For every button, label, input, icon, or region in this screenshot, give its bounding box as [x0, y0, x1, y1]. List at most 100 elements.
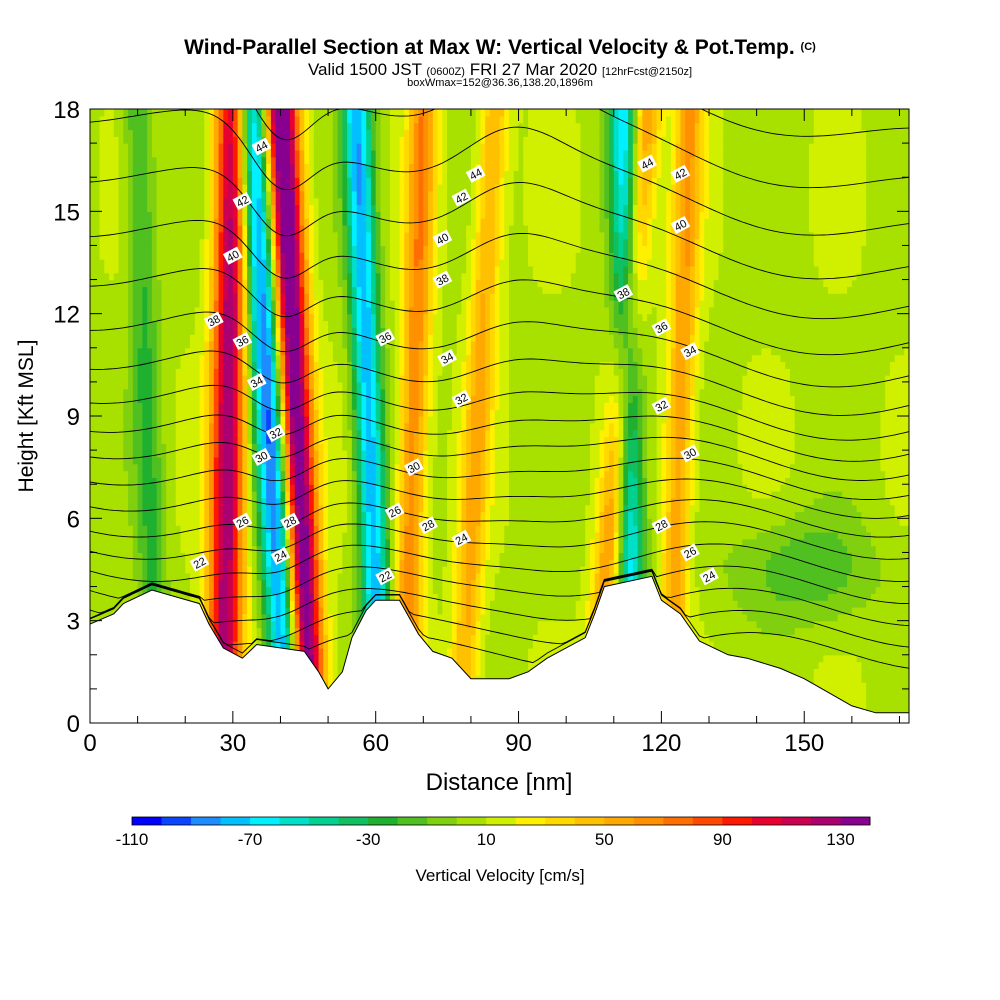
- velocity-cell: [94, 572, 101, 581]
- velocity-cell: [242, 265, 248, 274]
- velocity-cell: [261, 504, 267, 513]
- velocity-cell: [118, 497, 124, 506]
- velocity-cell: [323, 136, 329, 144]
- velocity-cell: [323, 279, 329, 287]
- velocity-cell: [237, 443, 243, 451]
- velocity-cell: [228, 224, 234, 233]
- velocity-cell: [104, 184, 110, 192]
- velocity-cell: [309, 634, 315, 642]
- velocity-cell: [166, 552, 172, 560]
- velocity-cell: [304, 272, 310, 281]
- velocity-cell: [247, 224, 253, 233]
- velocity-cell: [99, 497, 105, 506]
- velocity-cell: [318, 402, 324, 410]
- velocity-cell: [185, 177, 191, 185]
- velocity-cell: [280, 443, 286, 451]
- velocity-cell: [132, 143, 139, 151]
- velocity-cell: [199, 340, 205, 349]
- velocity-cell: [270, 170, 277, 178]
- velocity-cell: [94, 395, 101, 403]
- velocity-cell: [323, 593, 329, 601]
- velocity-cell: [313, 190, 320, 199]
- velocity-cell: [113, 231, 120, 240]
- velocity-cell: [109, 361, 115, 369]
- velocity-cell: [109, 122, 115, 131]
- velocity-cell: [232, 375, 239, 383]
- velocity-cell: [175, 579, 182, 588]
- velocity-cell: [323, 579, 329, 588]
- velocity-cell: [99, 265, 105, 274]
- velocity-cell: [185, 572, 191, 581]
- velocity-cell: [99, 368, 105, 376]
- velocity-cell: [99, 552, 105, 560]
- velocity-cell: [204, 375, 210, 383]
- velocity-cell: [289, 218, 296, 226]
- velocity-cell: [289, 238, 296, 247]
- velocity-cell: [351, 491, 358, 499]
- velocity-cell: [132, 484, 139, 492]
- velocity-cell: [118, 259, 124, 267]
- velocity-cell: [128, 231, 134, 240]
- velocity-cell: [194, 300, 201, 308]
- velocity-cell: [347, 511, 353, 519]
- velocity-cell: [175, 566, 182, 574]
- velocity-cell: [128, 388, 134, 397]
- velocity-cell: [309, 313, 315, 322]
- velocity-cell: [161, 306, 167, 315]
- velocity-cell: [294, 388, 301, 397]
- velocity-cell: [309, 600, 315, 608]
- velocity-cell: [289, 402, 296, 410]
- velocity-cell: [232, 293, 239, 301]
- velocity-cell: [175, 143, 182, 151]
- velocity-cell: [294, 197, 301, 206]
- velocity-cell: [175, 470, 182, 478]
- velocity-cell: [237, 463, 243, 472]
- velocity-cell: [223, 156, 229, 165]
- velocity-cell: [237, 572, 243, 581]
- velocity-cell: [256, 109, 263, 117]
- velocity-cell: [180, 313, 186, 322]
- velocity-cell: [156, 313, 163, 322]
- velocity-cell: [151, 531, 158, 540]
- velocity-cell: [109, 566, 115, 574]
- velocity-cell: [237, 115, 243, 124]
- velocity-cell: [104, 190, 110, 199]
- velocity-cell: [294, 497, 301, 506]
- velocity-cell: [142, 197, 148, 206]
- velocity-cell: [232, 579, 239, 588]
- velocity-cell: [204, 218, 210, 226]
- velocity-cell: [156, 477, 163, 485]
- velocity-cell: [94, 422, 101, 431]
- velocity-cell: [304, 136, 310, 144]
- velocity-cell: [189, 525, 196, 533]
- velocity-cell: [328, 641, 334, 649]
- velocity-cell: [323, 252, 329, 260]
- velocity-cell: [328, 286, 334, 294]
- velocity-cell: [166, 300, 172, 308]
- velocity-cell: [170, 525, 177, 533]
- velocity-cell: [175, 436, 182, 444]
- velocity-cell: [175, 340, 182, 349]
- velocity-cell: [275, 252, 282, 260]
- velocity-cell: [247, 436, 253, 444]
- velocity-cell: [289, 375, 296, 383]
- velocity-cell: [289, 416, 296, 424]
- velocity-cell: [90, 525, 96, 533]
- velocity-cell: [113, 334, 120, 342]
- velocity-cell: [185, 538, 191, 547]
- velocity-cell: [285, 572, 291, 581]
- velocity-cell: [256, 525, 263, 533]
- velocity-cell: [342, 272, 348, 281]
- velocity-cell: [261, 477, 267, 485]
- velocity-cell: [332, 368, 339, 376]
- velocity-cell: [266, 347, 272, 356]
- velocity-cell: [180, 231, 186, 240]
- velocity-cell: [104, 177, 110, 185]
- velocity-cell: [209, 586, 215, 594]
- velocity-cell: [251, 429, 258, 438]
- velocity-cell: [247, 204, 253, 212]
- velocity-cell: [194, 470, 201, 478]
- velocity-cell: [142, 409, 148, 417]
- velocity-cell: [256, 593, 263, 601]
- velocity-cell: [118, 477, 124, 485]
